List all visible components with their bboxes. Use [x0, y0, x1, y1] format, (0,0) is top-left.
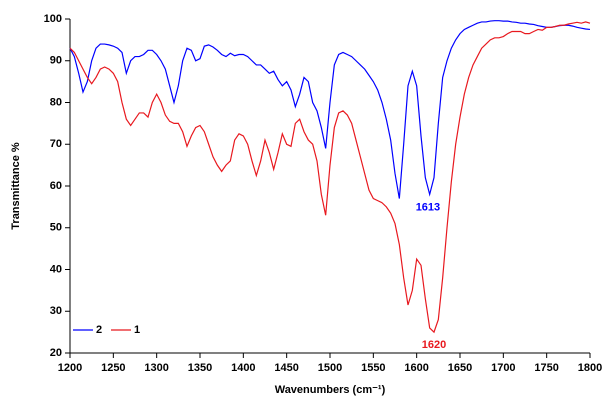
x-tick-label: 1600	[404, 362, 428, 374]
spectrum-line	[69, 21, 591, 334]
y-axis-label: Transmittance %	[10, 142, 22, 230]
y-tick-label: 50	[50, 222, 62, 234]
legend-label: 2	[96, 324, 102, 336]
spectrum-line	[69, 20, 591, 199]
x-tick-label: 1650	[448, 362, 472, 374]
y-tick-label: 80	[50, 96, 62, 108]
y-tick-label: 60	[50, 180, 62, 192]
x-tick-label: 1300	[144, 362, 168, 374]
x-tick-label: 1450	[274, 362, 298, 374]
legend-label: 1	[134, 324, 140, 336]
x-tick-label: 1550	[361, 362, 385, 374]
x-tick-label: 1750	[534, 362, 558, 374]
y-tick-label: 90	[50, 55, 62, 67]
x-axis-label: Wavenumbers (cm⁻¹)	[275, 384, 386, 396]
x-tick-label: 1700	[491, 362, 515, 374]
x-tick-label: 1250	[101, 362, 125, 374]
y-tick-label: 20	[50, 347, 62, 359]
peak-label: 1620	[422, 339, 446, 351]
x-tick-label: 1400	[231, 362, 255, 374]
x-tick-label: 1500	[318, 362, 342, 374]
x-tick-label: 1350	[188, 362, 212, 374]
x-tick-label: 1200	[58, 362, 82, 374]
peak-label: 1613	[416, 201, 440, 213]
y-tick-label: 100	[44, 13, 62, 25]
y-tick-label: 30	[50, 305, 62, 317]
x-tick-label: 1800	[578, 362, 602, 374]
y-tick-label: 40	[50, 263, 62, 275]
y-tick-label: 70	[50, 138, 62, 150]
